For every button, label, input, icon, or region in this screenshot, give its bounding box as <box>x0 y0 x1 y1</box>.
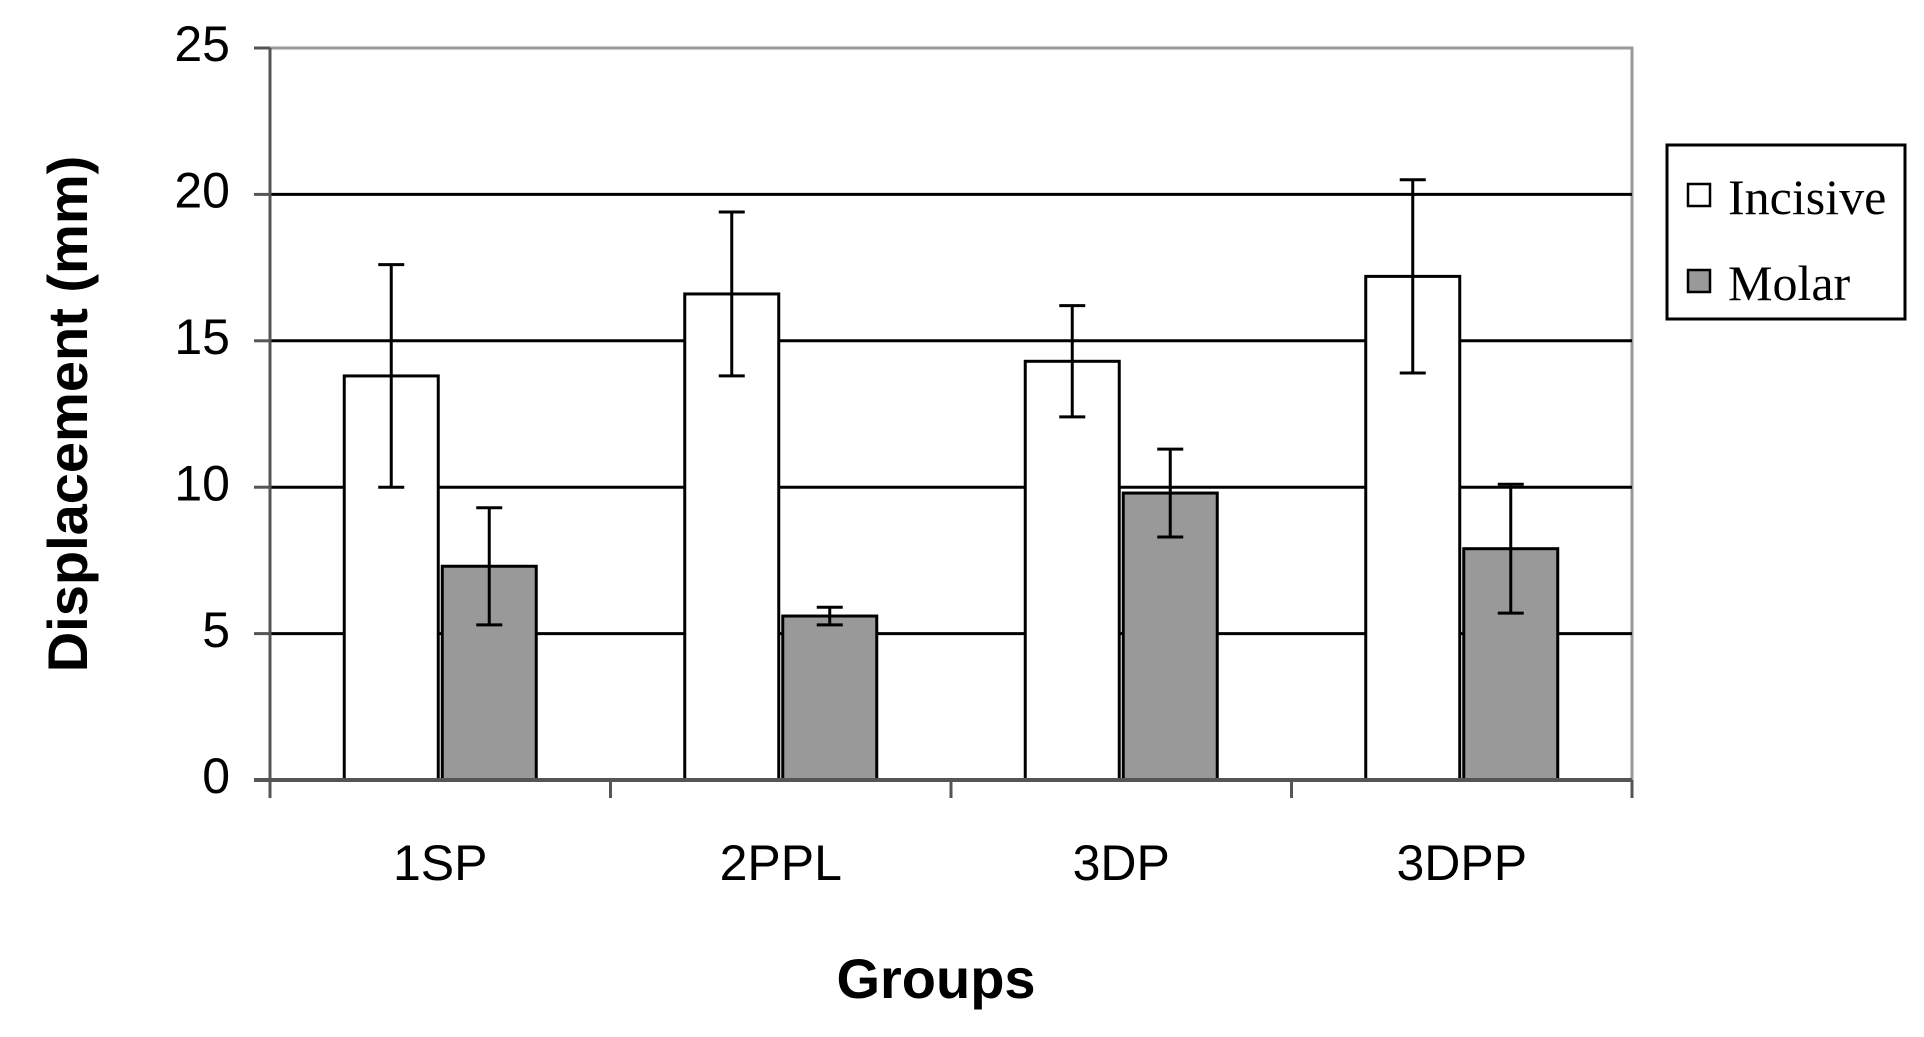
legend-swatch-incisive <box>1686 182 1712 208</box>
legend-label-incisive: Incisive <box>1728 169 1886 225</box>
y-tick-label-15: 15 <box>174 309 230 365</box>
y-tick-label-5: 5 <box>202 602 230 658</box>
axes: 0 5 10 15 20 25 1SP 2PPL 3DP 3DPP <box>174 16 1634 891</box>
x-tick-label-1SP: 1SP <box>393 835 488 891</box>
legend-swatch-molar <box>1686 268 1712 294</box>
x-axis-title: Groups <box>836 947 1035 1010</box>
y-axis-title: Displacement (mm) <box>36 156 99 673</box>
y-tick-label-10: 10 <box>174 455 230 511</box>
x-tick-label-3DPP: 3DPP <box>1396 835 1527 891</box>
bar-molar-2PPL <box>781 614 879 782</box>
legend-label-molar: Molar <box>1728 255 1851 311</box>
y-tick-label-0: 0 <box>202 748 230 804</box>
y-tick-label-20: 20 <box>174 163 230 219</box>
bar-molar-3DP <box>1121 491 1219 782</box>
legend: Incisive Molar <box>1665 143 1907 321</box>
x-tick-label-3DP: 3DP <box>1073 835 1170 891</box>
y-tick-label-25: 25 <box>174 16 230 72</box>
bar-incisive-3DP <box>1023 359 1121 782</box>
x-tick-label-2PPL: 2PPL <box>720 835 842 891</box>
